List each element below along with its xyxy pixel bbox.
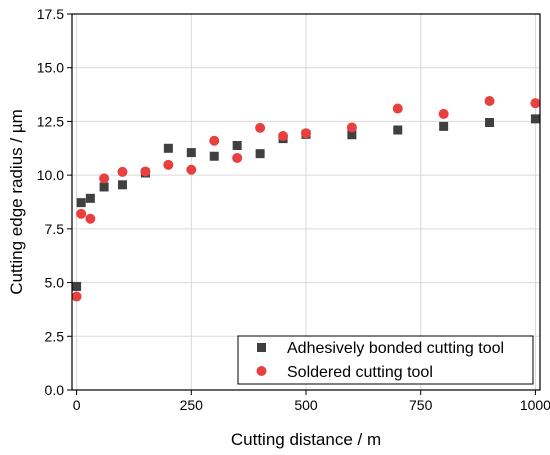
point-soldered [140, 166, 151, 177]
y-tick-label: 17.5 [37, 6, 64, 22]
point-soldered [85, 213, 96, 224]
x-tick-label: 750 [409, 397, 433, 413]
legend: Adhesively bonded cutting tool Soldered … [237, 335, 534, 385]
y-tick-label: 12.5 [37, 113, 64, 129]
point-soldered [438, 108, 449, 119]
point-soldered [392, 103, 403, 114]
point-adhesive [99, 182, 109, 192]
x-tick-label: 0 [73, 397, 81, 413]
x-tick-label: 250 [180, 397, 204, 413]
point-soldered [484, 96, 495, 107]
point-adhesive [72, 281, 82, 291]
point-soldered [255, 122, 266, 133]
x-tick-label: 500 [294, 397, 318, 413]
y-tick-label: 7.5 [45, 221, 65, 237]
point-adhesive [485, 118, 495, 128]
legend-marker-soldered [256, 366, 267, 376]
point-adhesive [117, 180, 127, 190]
legend-label-adhesive: Adhesively bonded cutting tool [287, 340, 504, 357]
point-soldered [71, 291, 82, 302]
point-adhesive [186, 148, 196, 158]
x-axis-title: Cutting distance / m [231, 430, 381, 449]
y-tick-label: 5.0 [45, 275, 65, 291]
point-adhesive [85, 193, 95, 203]
point-soldered [232, 152, 243, 163]
y-tick-label: 10.0 [37, 167, 64, 183]
point-adhesive [255, 149, 265, 159]
point-adhesive [347, 130, 357, 140]
point-soldered [301, 128, 311, 139]
point-adhesive [76, 198, 86, 208]
point-soldered [76, 208, 87, 219]
y-tick-label: 15.0 [37, 60, 64, 76]
point-adhesive [393, 125, 403, 135]
grid-lines [72, 13, 540, 391]
point-adhesive [163, 143, 173, 153]
point-soldered [530, 98, 541, 109]
y-tick-label: 2.5 [45, 328, 65, 344]
x-tick-label: 1000 [520, 397, 550, 413]
y-tick-label: 0.0 [45, 382, 65, 398]
legend-label-soldered: Soldered cutting tool [287, 364, 433, 381]
point-soldered [117, 166, 128, 177]
point-soldered [209, 135, 220, 146]
axis-ticks: 0 250 500 750 1000 0.0 2.5 5.0 7.5 10.0 12.5 15.0 17… [37, 6, 550, 413]
point-soldered [99, 173, 110, 184]
point-adhesive [209, 151, 219, 161]
point-adhesive [232, 140, 242, 150]
data-markers [71, 96, 541, 302]
point-soldered [346, 122, 357, 133]
y-axis-title: Cutting edge radius / µm [7, 109, 26, 295]
point-soldered [186, 164, 197, 175]
legend-marker-adhesive [257, 343, 266, 352]
point-soldered [278, 131, 289, 142]
point-adhesive [530, 114, 540, 124]
point-adhesive [439, 121, 449, 131]
point-soldered [163, 159, 174, 170]
legend-box [237, 335, 534, 385]
